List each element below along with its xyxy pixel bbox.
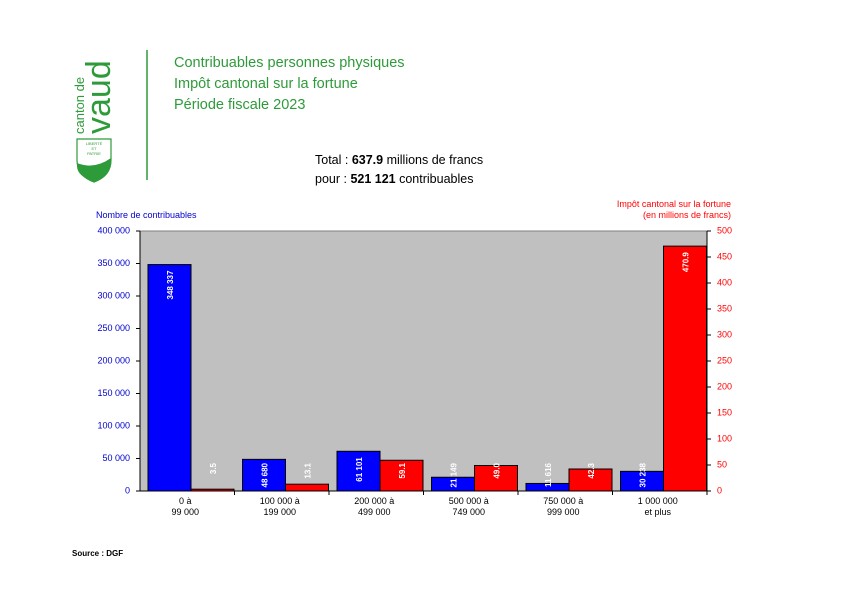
title-line: Période fiscale 2023 [174,97,305,113]
y-tick-label: 100 000 [97,420,130,430]
bar-value-label: 348 337 [166,270,175,299]
bar-value-label: 470.9 [682,252,691,273]
y-tick-label: 400 000 [97,225,130,235]
y-tick-label: 150 000 [97,388,130,398]
y2-tick-label: 450 [717,251,732,261]
bar-value-label: 21 149 [450,462,459,487]
y2-tick-label: 0 [717,485,722,495]
x-tick-label: 999 000 [547,507,580,517]
logo: canton de vaud LIBERTÉ ET PATRIE [72,60,118,183]
logo-text: canton de [72,77,87,134]
bar [474,465,518,492]
bar [379,459,424,492]
logo-motto: ET [91,146,97,151]
summary-count: pour : 521 121 contribuables [315,172,473,186]
x-tick-label: 750 000 à [543,496,583,506]
logo-motto: LIBERTÉ [86,141,103,146]
x-tick-label: 499 000 [358,507,391,517]
x-tick-label: 99 000 [171,507,199,517]
x-tick-label: 500 000 à [449,496,489,506]
y-tick-label: 0 [125,485,130,495]
x-tick-label: 200 000 à [354,496,394,506]
logo-motto: PATRIE [87,151,101,156]
bar [285,483,329,492]
y-tick-label: 200 000 [97,355,130,365]
bar-value-label: 3.5 [209,462,218,474]
x-tick-label: 1 000 000 [638,496,678,506]
y2-tick-label: 300 [717,329,732,339]
bar-value-label: 13.1 [304,462,313,478]
y2-tick-label: 250 [717,355,732,365]
plot-background [139,230,708,492]
source: Source : DGF [72,549,123,558]
bar-value-label: 30 238 [639,462,648,487]
y2-tick-label: 350 [717,303,732,313]
bar-value-label: 42.3 [587,462,596,478]
y2-tick-label: 150 [717,407,732,417]
y2-tick-label: 100 [717,433,732,443]
y2-tick-label: 400 [717,277,732,287]
x-tick-label: 0 à [179,496,192,506]
y2-axis-title: Impôt cantonal sur la fortune [617,199,731,209]
y-tick-label: 350 000 [97,258,130,268]
y2-tick-label: 50 [717,459,727,469]
title-line: Impôt cantonal sur la fortune [174,76,358,92]
bar-value-label: 11 616 [544,462,553,487]
logo-text: vaud [80,60,118,134]
bar [336,450,381,492]
logo-shield-fill [77,158,111,182]
bar-value-label: 59.1 [398,462,407,478]
x-tick-label: 199 000 [263,507,296,517]
x-tick-label: et plus [644,507,671,517]
y-axis-title: Nombre de contribuables [96,210,197,220]
bar [663,245,707,492]
y-tick-label: 50 000 [102,453,130,463]
bar-value-label: 61 101 [355,457,364,482]
bar [242,458,286,492]
plot: 0 50 000 100 000 150 000 200 000 250 000 300 0… [97,225,732,517]
summary-total: Total : 637.9 millions de francs [315,153,483,167]
bar-value-label: 49.0 [493,462,502,478]
y-tick-label: 250 000 [97,323,130,333]
title-line: Contribuables personnes physiques [174,55,405,71]
y2-tick-label: 500 [717,225,732,235]
bar-value-label: 48 680 [261,462,270,487]
y-tick-label: 300 000 [97,290,130,300]
y2-tick-label: 200 [717,381,732,391]
x-tick-label: 749 000 [452,507,485,517]
y2-axis-title: (en millions de francs) [643,210,731,220]
x-tick-label: 100 000 à [260,496,300,506]
